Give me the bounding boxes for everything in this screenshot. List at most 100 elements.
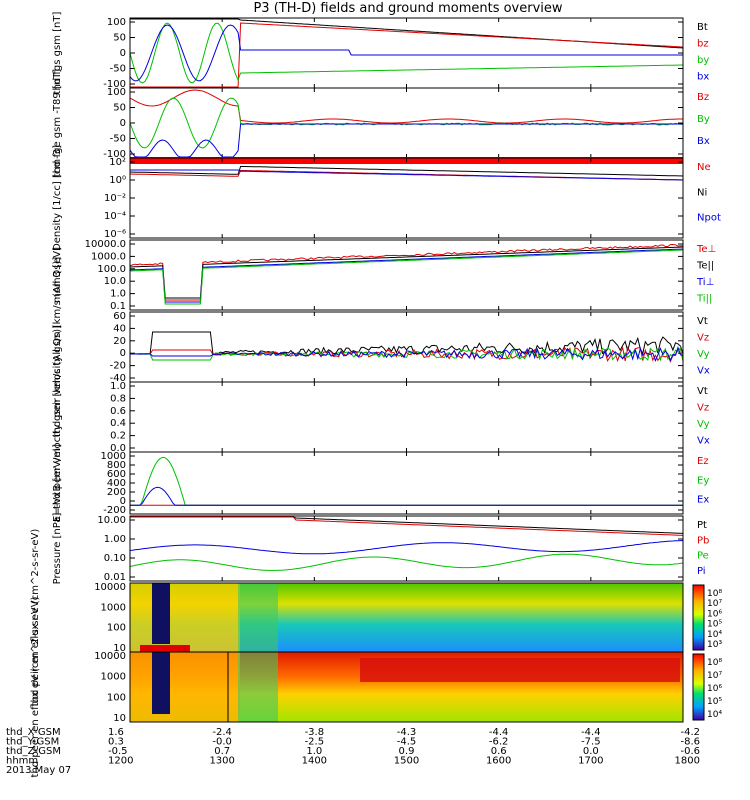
axis-label: Density [1/cc] [cm-3] [52,145,63,251]
tick-label: 20 [113,336,126,347]
ephemeris-value: -3.8 [305,727,325,738]
ephemeris-value: 1500 [394,756,419,767]
axis-label: thd peer velocity gsm [km/s (All Qs)] [52,325,63,509]
axis-label: thd fge gsm -T89 [nT] [52,69,63,178]
legend-npot: Npot [697,213,721,224]
legend-pt: Pt [697,520,707,531]
ephemeris-value: -2.4 [212,727,232,738]
ephemeris-value: 0.7 [214,746,230,757]
tick-label: 0.01 [104,572,126,583]
colorbar-label: 10⁷ [707,671,722,681]
spectrogram-region [140,645,190,653]
tick-label: 600 [107,469,126,480]
tick-label: 400 [107,478,126,489]
ephemeris-value: -4.3 [397,727,417,738]
ephemeris-value: 0.9 [399,746,415,757]
legend-ne: Ne [697,162,711,173]
legend-ti||: Ti|| [696,294,712,305]
panel-frame [129,651,684,723]
tick-label: 0.2 [110,431,126,442]
ephemeris-value: 1700 [578,756,603,767]
tick-label: 0.6 [110,406,126,417]
legend-pb: Pb [697,535,709,546]
tick-label: 0 [120,496,126,507]
legend-vx: Vx [697,436,710,447]
tick-label: 100 [107,623,126,634]
colorbar-label: 10³ [707,640,722,650]
panel-density: Density [1/cc] [cm-3] 10² 10⁰ 10⁻² 10⁻⁴ 10⁻⁶ N… [52,145,721,251]
ephemeris-value: 1.6 [108,727,124,738]
legend-te||: Te|| [696,261,714,272]
tick-label: 60 [113,311,126,322]
legend-ni: Ni [697,187,707,198]
tick-label: 1.0 [110,381,126,392]
ephemeris-value: 1600 [486,756,511,767]
colorbar-label: 10⁶ [707,609,722,619]
tick-label: -50 [110,64,126,75]
ephemeris-value: -7.5 [581,737,601,748]
spectrogram-region [130,652,240,722]
axis-label: E=-VxB [mV/m] [52,444,63,522]
tick-label: -100 [103,149,126,160]
colorbar-label: 10⁸ [707,589,722,599]
legend-ey: Ey [697,475,709,486]
trace-npot [130,169,684,181]
tick-label: 1000 [101,451,126,462]
legend-ez: Ez [697,456,709,467]
legend-bx: bx [697,72,709,83]
tick-label: 1.00 [104,534,126,545]
ephemeris-value: 1800 [675,756,700,767]
trace-ti-par [129,249,684,305]
panel-frame [129,451,684,515]
colorbar-label: 10⁸ [707,658,722,668]
spectrogram-region [238,652,278,722]
colorbar-label: 10⁵ [707,620,722,630]
tick-label: 1000.0 [91,251,126,262]
axis-label: thd peir en eflux eV (cm^2-s-sr-eV) [30,529,41,707]
tick-label: 0.1 [110,301,126,312]
tick-label: 1000 [101,672,126,683]
trace-te-par [129,246,684,299]
trace-bx [129,24,683,82]
legend-pi: Pi [697,566,706,577]
tick-label: 10² [109,157,126,168]
tick-label: 10⁰ [109,175,126,186]
tick-label: 100 [107,17,126,28]
trace-pb [130,516,684,536]
axis-label: mom3 [eV] [52,247,63,303]
trace-ex [130,486,683,506]
colorbar-label: 10⁷ [707,599,722,609]
tick-label: 10.0 [104,276,126,287]
trace-ti-perp [129,248,684,303]
axis-label: thd fgs gsm [nT] [52,12,63,95]
ephemeris-value: 0.6 [491,746,507,757]
chart-title: P3 (TH-D) fields and ground moments over… [253,1,562,16]
trace-vy [130,346,684,362]
tick-label: 10⁻² [104,193,126,204]
tick-label: 1000 [101,602,126,613]
tick-label: 50 [113,33,126,44]
ephemeris-label: thd_Y-GSM [6,737,59,748]
legend-bx: Bx [697,136,710,147]
ephemeris-value: -0.0 [212,737,232,748]
tick-label: 10.00 [97,515,126,526]
tick-label: -20 [110,361,126,372]
tick-label: 100 [107,87,126,98]
ephemeris-label: thd_X-GSM [6,727,61,738]
legend-vt: Vt [697,386,708,397]
tick-label: 10000 [94,582,126,593]
legend-vt: Vt [697,316,708,327]
tick-label: 10⁻⁶ [104,229,126,240]
trace-te-perp [129,243,684,301]
panel-peer_spec: thd peer en eflux eV (cm^2-s-sr-eV) 10000… [30,596,722,777]
tick-label: 10⁻⁴ [104,211,126,222]
spectrogram-region [130,583,240,652]
spectrogram-region [152,652,170,714]
trace-ni [129,165,684,177]
tick-label: 100.0 [97,264,126,275]
legend-ti⊥: Ti⊥ [696,277,714,288]
tick-label: 200 [107,487,126,498]
trace-bx [129,123,683,158]
tick-label: 0 [120,348,126,359]
